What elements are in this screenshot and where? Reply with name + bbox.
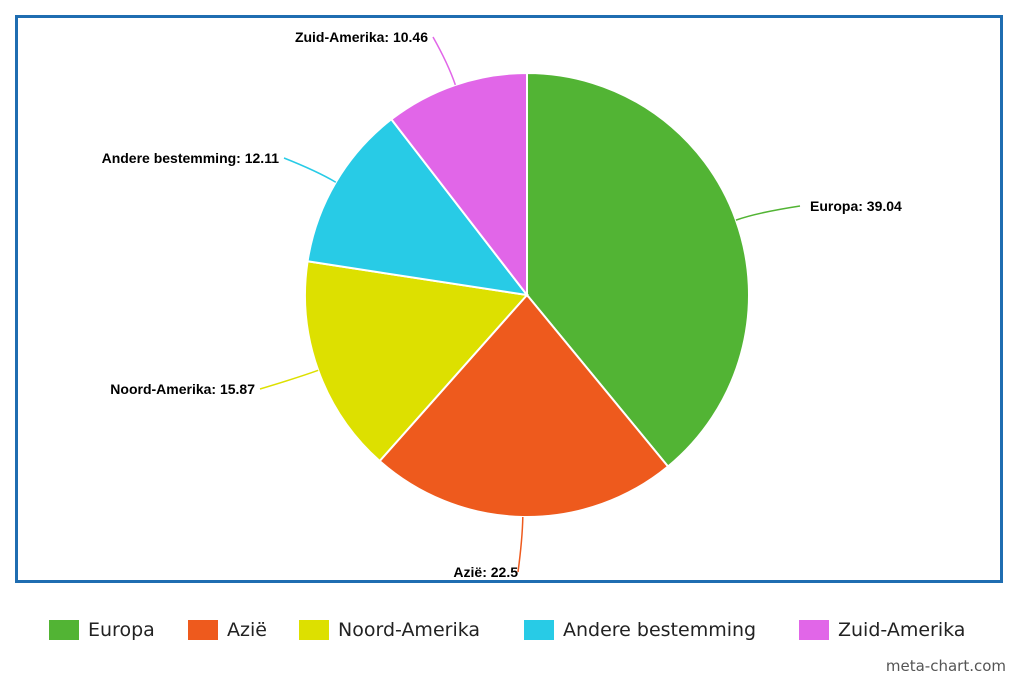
- legend-swatch-europa: [49, 620, 79, 640]
- legend-label-noord-amerika: Noord-Amerika: [338, 619, 481, 641]
- legend: Europa Azië Noord-Amerika Andere bestemm…: [0, 614, 1024, 646]
- slice-label-europa: Europa: 39.04: [810, 198, 902, 214]
- pie-slice-andere-bestemming[interactable]: [306, 117, 530, 297]
- legend-label-europa: Europa: [88, 619, 155, 641]
- legend-item-noord-amerika[interactable]: Noord-Amerika: [299, 614, 480, 646]
- pie-slice-noord-amerika[interactable]: [304, 260, 529, 463]
- slice-label-zuid-amerika: Zuid-Amerika: 10.46: [295, 29, 428, 45]
- slice-labels: Europa: 39.04 Azië: 22.5 Noord-Amerika: 15…: [102, 29, 902, 580]
- legend-label-andere-bestemming: Andere bestemming: [563, 619, 757, 641]
- pie-slice-zuid-amerika[interactable]: [389, 71, 528, 298]
- slice-label-noord-amerika: Noord-Amerika: 15.87: [110, 381, 255, 397]
- label-leader-lines: [259, 36, 801, 573]
- leader-line-andere-bestemming: [283, 157, 337, 183]
- legend-swatch-zuid-amerika: [799, 620, 829, 640]
- slice-label-azie: Azië: 22.5: [453, 564, 518, 580]
- slice-label-andere-bestemming: Andere bestemming: 12.11: [102, 150, 280, 166]
- legend-item-zuid-amerika[interactable]: Zuid-Amerika: [799, 614, 965, 646]
- leader-line-noord-amerika: [259, 369, 319, 390]
- legend-item-europa[interactable]: Europa: [49, 614, 155, 646]
- legend-swatch-azie: [188, 620, 218, 640]
- legend-item-andere-bestemming[interactable]: Andere bestemming: [524, 614, 756, 646]
- legend-swatch-noord-amerika: [299, 620, 329, 640]
- pie-slice-azie[interactable]: [378, 293, 670, 518]
- legend-label-azie: Azië: [227, 619, 267, 641]
- pie-slices: [304, 71, 750, 518]
- leader-line-zuid-amerika: [432, 36, 457, 86]
- legend-swatch-andere-bestemming: [524, 620, 554, 640]
- legend-item-azie[interactable]: Azië: [188, 614, 267, 646]
- leader-line-azie: [517, 516, 524, 573]
- watermark-text: meta-chart.com: [885, 657, 1006, 675]
- leader-line-europa: [735, 205, 801, 221]
- legend-label-zuid-amerika: Zuid-Amerika: [838, 619, 966, 641]
